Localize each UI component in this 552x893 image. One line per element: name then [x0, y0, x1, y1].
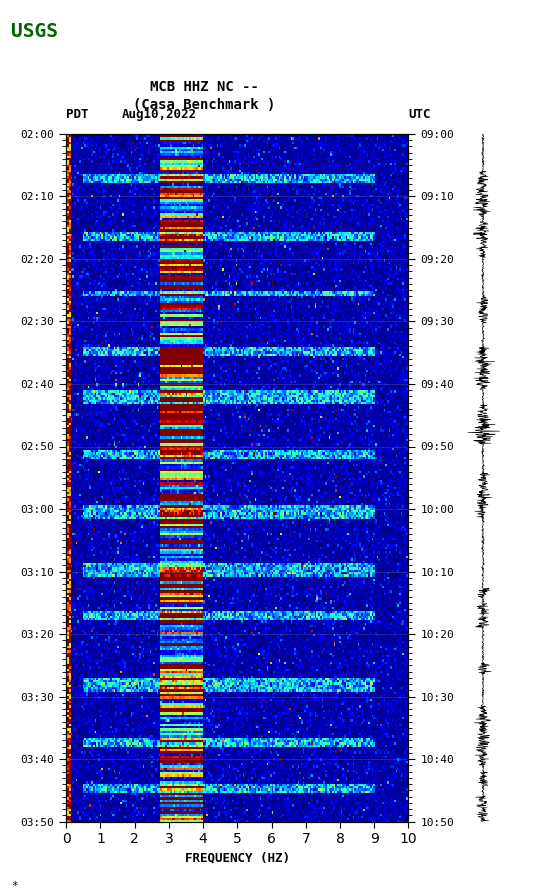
Text: Aug10,2022: Aug10,2022	[121, 107, 197, 121]
Text: *: *	[11, 880, 18, 890]
Text: UTC: UTC	[408, 107, 431, 121]
Text: MCB HHZ NC --: MCB HHZ NC --	[150, 79, 259, 94]
Text: (Casa Benchmark ): (Casa Benchmark )	[133, 97, 275, 112]
Text: PDT: PDT	[66, 107, 89, 121]
X-axis label: FREQUENCY (HZ): FREQUENCY (HZ)	[185, 852, 290, 864]
Text: USGS: USGS	[11, 22, 58, 41]
